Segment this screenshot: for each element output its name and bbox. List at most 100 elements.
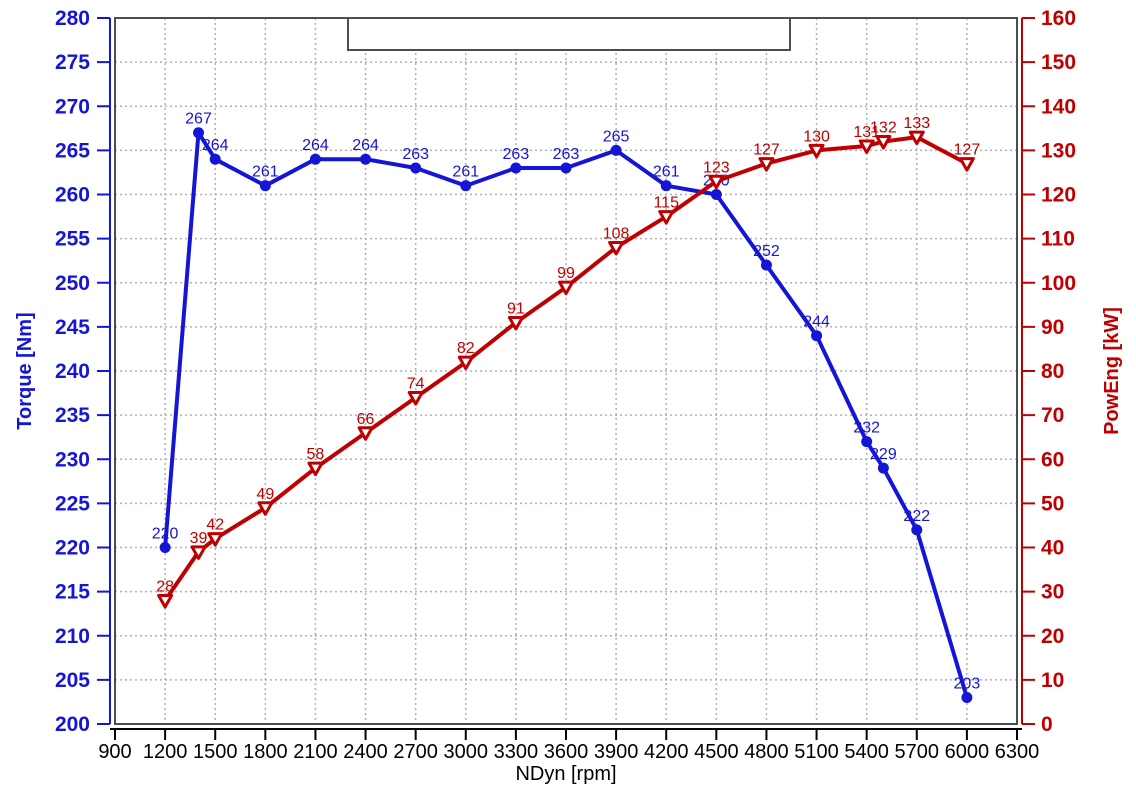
right-axis-tick-label: 150 xyxy=(1041,51,1076,74)
poweng-marker xyxy=(190,545,207,560)
torque-point-label: 244 xyxy=(803,314,830,331)
poweng-point-label: 127 xyxy=(954,142,981,159)
poweng-marker xyxy=(708,174,725,190)
poweng-marker xyxy=(307,461,324,477)
series-layer: 2202672642612642642632612632632652612602… xyxy=(152,111,981,704)
right-axis-tick-label: 10 xyxy=(1041,669,1064,692)
x-axis-tick-label: 3300 xyxy=(494,741,539,763)
right-axis-tick-label: 160 xyxy=(1041,7,1076,30)
right-axis-tick-label: 70 xyxy=(1041,404,1064,427)
x-axis-tick-label: 4200 xyxy=(644,741,689,763)
poweng-marker xyxy=(758,157,775,172)
x-axis-tick-label: 900 xyxy=(98,741,131,763)
poweng-point-label: 132 xyxy=(870,120,897,137)
poweng-point-label: 74 xyxy=(407,375,425,392)
torque-marker xyxy=(961,692,973,704)
left-axis-tick-label: 200 xyxy=(55,713,90,736)
poweng-point-label: 130 xyxy=(803,128,830,145)
torque-marker xyxy=(660,180,672,192)
poweng-marker xyxy=(407,390,424,406)
poweng-marker xyxy=(207,532,224,547)
poweng-point-label: 108 xyxy=(603,225,630,242)
left-axis-tick-label: 245 xyxy=(55,316,90,339)
torque-point-label: 264 xyxy=(202,137,229,154)
left-axis-tick-label: 255 xyxy=(55,228,90,251)
torque-marker xyxy=(710,189,722,200)
left-axis-tick-label: 250 xyxy=(55,272,90,295)
left-axis-tick-label: 270 xyxy=(55,95,90,118)
poweng-point-label: 82 xyxy=(457,340,475,357)
right-axis-tick-label: 80 xyxy=(1041,360,1064,383)
x-axis-tick-label: 1500 xyxy=(193,741,238,763)
x-axis-tick-label: 1800 xyxy=(243,741,288,763)
right-axis-tick-label: 0 xyxy=(1041,713,1053,736)
poweng-point-label: 58 xyxy=(307,446,325,463)
left-axis-tick-label: 260 xyxy=(55,184,90,207)
poweng-marker xyxy=(558,280,574,296)
right-axis-tick-label: 30 xyxy=(1041,581,1064,604)
right-axis-tick-label: 110 xyxy=(1041,228,1075,251)
poweng-point-label: 133 xyxy=(903,115,930,132)
right-axis-tick-label: 120 xyxy=(1041,184,1076,207)
torque-point-label: 267 xyxy=(185,111,212,128)
right-axis-tick-label: 100 xyxy=(1041,272,1076,295)
torque-point-label: 222 xyxy=(903,508,930,525)
torque-point-label: 203 xyxy=(954,676,981,693)
poweng-point-label: 28 xyxy=(156,578,174,595)
poweng-point-label: 39 xyxy=(190,530,208,547)
torque-point-label: 229 xyxy=(870,446,897,463)
right-axis-tick-label: 140 xyxy=(1041,95,1076,118)
x-axis-tick-label: 3600 xyxy=(544,741,589,763)
x-axis-tick-label: 5100 xyxy=(794,741,839,763)
torque-point-label: 232 xyxy=(853,420,880,437)
poweng-marker xyxy=(858,139,875,154)
x-axis-tick-label: 4800 xyxy=(744,741,789,763)
right-axis-tick-label: 90 xyxy=(1041,316,1064,339)
left-axis-tick-label: 280 xyxy=(55,7,90,30)
poweng-point-label: 66 xyxy=(357,411,375,428)
torque-point-label: 264 xyxy=(352,137,379,154)
left-axis-tick-label: 215 xyxy=(55,581,90,604)
left-axis-tick-label: 240 xyxy=(55,360,90,383)
x-axis-title: NDyn [rpm] xyxy=(515,763,616,785)
x-axis-tick-label: 5700 xyxy=(895,741,940,763)
x-axis-tick-label: 3000 xyxy=(444,741,489,763)
poweng-marker xyxy=(875,135,892,150)
x-axis-tick-label: 2100 xyxy=(293,741,338,763)
torque-marker xyxy=(410,162,422,174)
torque-marker xyxy=(193,127,205,139)
right-axis-tick-label: 40 xyxy=(1041,537,1064,560)
poweng-marker xyxy=(257,501,274,516)
x-axis-tick-label: 2700 xyxy=(393,741,438,763)
x-axis-tick-label: 3900 xyxy=(594,741,639,763)
right-axis-tick-label: 50 xyxy=(1041,492,1064,515)
torque-marker xyxy=(911,524,923,536)
torque-point-label: 263 xyxy=(553,146,580,163)
left-axis-tick-label: 230 xyxy=(55,448,90,471)
torque-marker xyxy=(610,144,622,156)
poweng-point-label: 131 xyxy=(853,124,880,141)
torque-marker xyxy=(760,259,772,271)
left-axis-title: Torque [Nm] xyxy=(14,312,36,429)
poweng-point-label: 99 xyxy=(557,265,575,282)
right-axis-title: PowEng [kW] xyxy=(1101,307,1123,435)
torque-point-label: 261 xyxy=(252,164,279,181)
x-axis-tick-label: 4500 xyxy=(694,741,739,763)
poweng-marker xyxy=(507,315,524,331)
left-axis-tick-label: 225 xyxy=(55,492,90,515)
left-axis-tick-label: 265 xyxy=(55,139,90,162)
left-axis-tick-label: 205 xyxy=(55,669,90,692)
plot-frame xyxy=(114,17,1018,725)
poweng-point-label: 91 xyxy=(507,300,525,317)
torque-point-label: 220 xyxy=(152,526,179,543)
poweng-marker xyxy=(157,593,174,609)
right-axis-tick-label: 20 xyxy=(1041,625,1064,648)
torque-marker xyxy=(360,153,372,165)
x-axis-tick-label: 2400 xyxy=(343,741,388,763)
x-axis-tick-label: 1200 xyxy=(143,741,188,763)
poweng-marker xyxy=(357,426,374,441)
torque-marker xyxy=(309,153,321,165)
